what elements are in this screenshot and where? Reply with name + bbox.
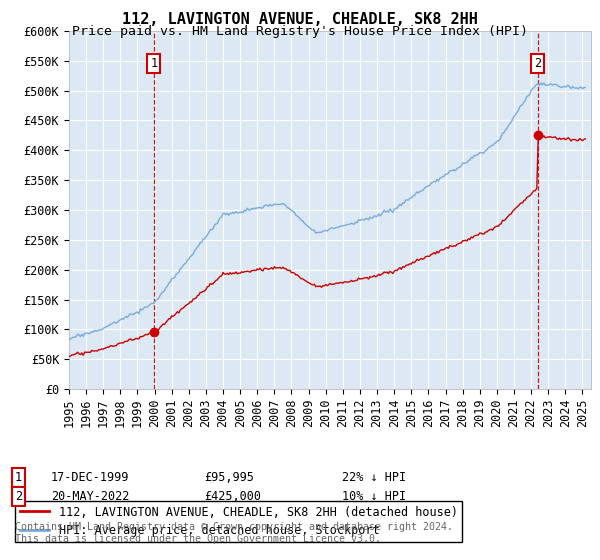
Text: £95,995: £95,995 — [204, 470, 254, 484]
Text: 1: 1 — [15, 470, 22, 484]
Text: 2: 2 — [534, 57, 541, 70]
Text: £425,000: £425,000 — [204, 490, 261, 503]
Text: 17-DEC-1999: 17-DEC-1999 — [51, 470, 130, 484]
Text: 20-MAY-2022: 20-MAY-2022 — [51, 490, 130, 503]
Text: 2: 2 — [15, 490, 22, 503]
Text: 1: 1 — [151, 57, 157, 70]
Text: Price paid vs. HM Land Registry's House Price Index (HPI): Price paid vs. HM Land Registry's House … — [72, 25, 528, 38]
Text: 22% ↓ HPI: 22% ↓ HPI — [342, 470, 406, 484]
Legend: 112, LAVINGTON AVENUE, CHEADLE, SK8 2HH (detached house), HPI: Average price, de: 112, LAVINGTON AVENUE, CHEADLE, SK8 2HH … — [15, 501, 462, 542]
Text: Contains HM Land Registry data © Crown copyright and database right 2024.
This d: Contains HM Land Registry data © Crown c… — [15, 522, 453, 544]
Text: 10% ↓ HPI: 10% ↓ HPI — [342, 490, 406, 503]
Text: 112, LAVINGTON AVENUE, CHEADLE, SK8 2HH: 112, LAVINGTON AVENUE, CHEADLE, SK8 2HH — [122, 12, 478, 27]
